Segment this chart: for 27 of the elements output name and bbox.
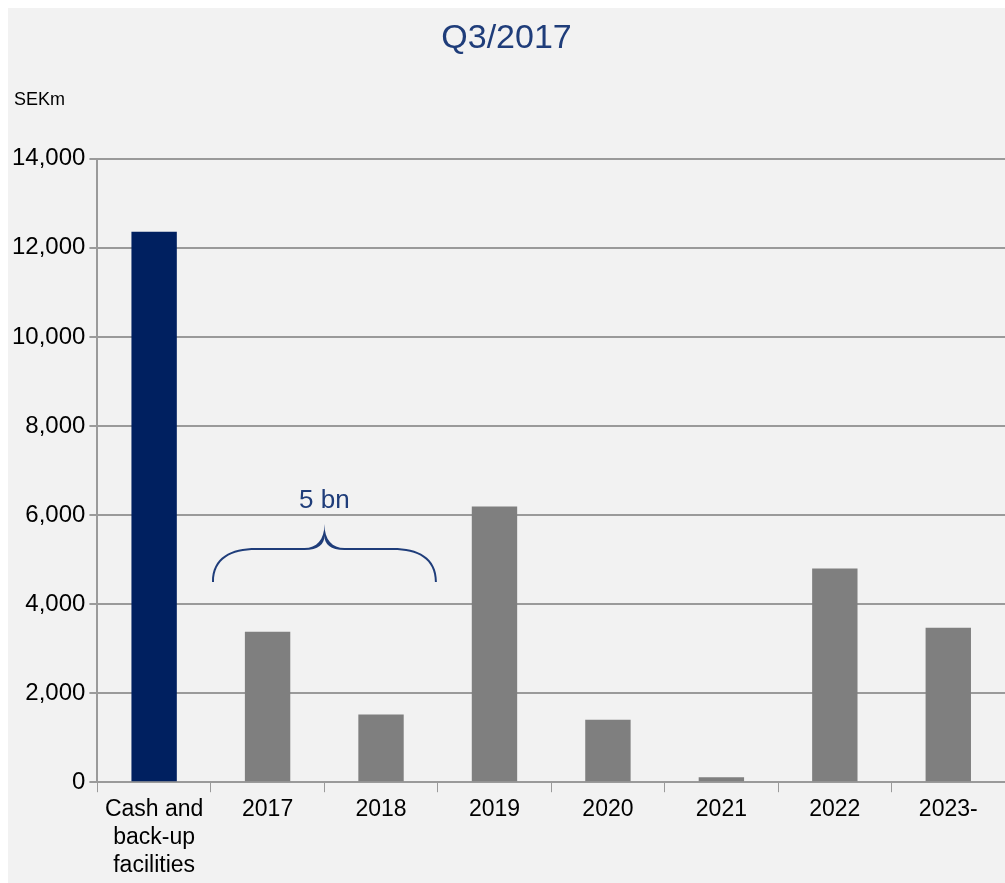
x-tick-label: 2020 xyxy=(582,795,634,822)
x-tick-label: 2021 xyxy=(695,795,747,822)
y-tick-label: 12,000 xyxy=(12,232,86,260)
x-tick-label: Cash and back-up facilities xyxy=(104,795,204,877)
bar xyxy=(812,568,858,782)
y-tick-label: 8,000 xyxy=(25,410,86,438)
bar xyxy=(698,777,745,782)
annotation: 5 bn xyxy=(298,483,351,515)
y-axis-title: SEKm xyxy=(14,88,66,109)
y-tick-label: 4,000 xyxy=(25,588,86,616)
y-tick-label: 10,000 xyxy=(12,321,86,349)
bar xyxy=(131,231,177,782)
x-tick-label: 2017 xyxy=(241,795,294,822)
x-tick-label: 2023- xyxy=(918,795,978,822)
y-tick-label: 0 xyxy=(72,766,86,794)
bar xyxy=(471,506,518,782)
y-tick-label: 14,000 xyxy=(12,143,86,171)
bar xyxy=(358,714,404,782)
chart-title: Q3/2017 xyxy=(441,16,572,55)
x-tick-label: 2019 xyxy=(468,795,521,822)
bar xyxy=(244,631,291,782)
bar xyxy=(925,627,971,782)
x-tick-label: 2022 xyxy=(809,795,861,822)
bar xyxy=(585,719,631,782)
x-tick-label: 2018 xyxy=(355,795,407,822)
y-tick-label: 6,000 xyxy=(25,499,86,527)
y-tick-label: 2,000 xyxy=(25,677,86,705)
